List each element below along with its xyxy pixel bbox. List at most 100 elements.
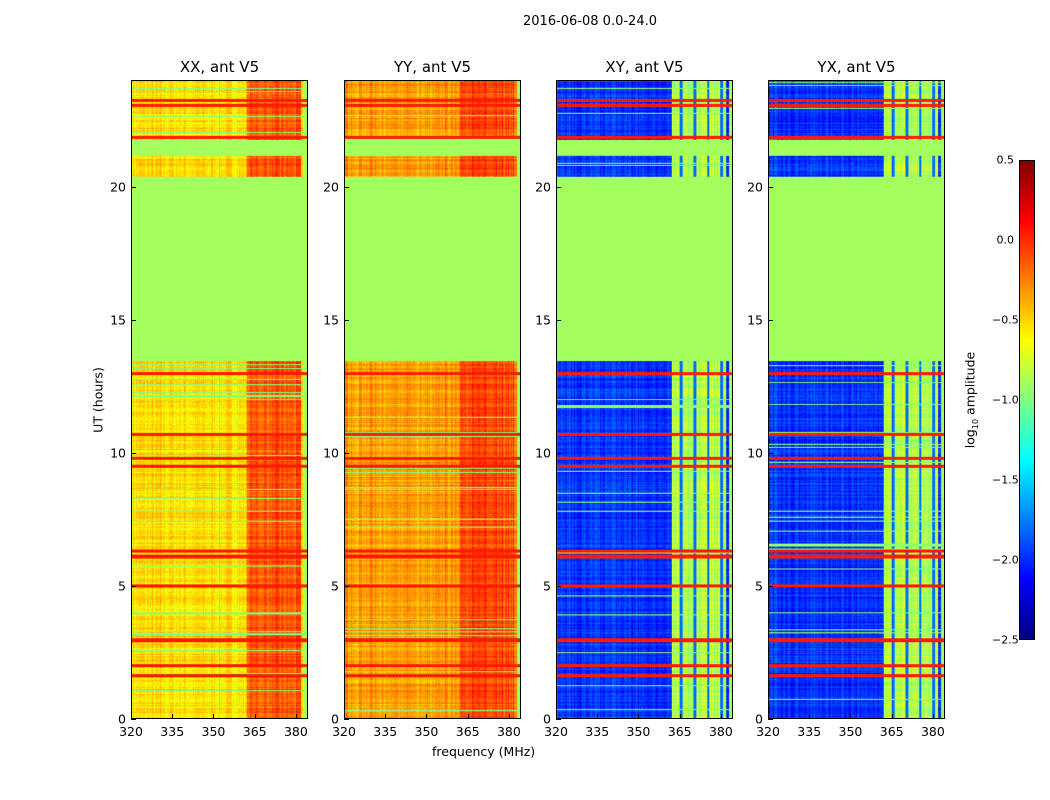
x-tick-mark: [891, 714, 893, 719]
x-tick-label: 350: [838, 724, 863, 739]
x-tick-label: 380: [920, 724, 945, 739]
x-tick-mark: [932, 714, 934, 719]
x-tick-label: 320: [756, 724, 780, 739]
colorbar-label-rest: amplitude: [962, 351, 978, 419]
y-tick-mark: [556, 452, 561, 454]
y-tick-mark: [768, 186, 773, 188]
y-tick-mark: [131, 452, 136, 454]
colorbar-tick-label: −2.5: [992, 633, 1019, 647]
x-tick-label: 365: [242, 724, 267, 739]
x-tick-mark: [679, 714, 681, 719]
y-tick-mark: [344, 186, 349, 188]
panel-title: XY, ant V5: [605, 58, 684, 76]
y-tick-mark: [768, 319, 773, 321]
x-tick-mark: [426, 714, 428, 719]
x-tick-label: 335: [373, 724, 398, 739]
heatmap-image: [557, 81, 732, 718]
x-tick-mark: [638, 714, 640, 719]
colorbar-label: log10 amplitude: [962, 352, 980, 448]
y-tick-mark: [344, 319, 349, 321]
x-tick-label: 380: [496, 724, 521, 739]
y-tick-mark: [344, 452, 349, 454]
colorbar-tick-label: −0.5: [992, 313, 1019, 327]
y-tick-mark: [131, 319, 136, 321]
y-tick-mark: [556, 319, 561, 321]
y-tick-label: 20: [323, 179, 339, 194]
y-tick-mark: [344, 585, 349, 587]
y-tick-label: 10: [110, 445, 126, 461]
x-tick-label: 335: [585, 724, 610, 739]
heatmap-image: [769, 81, 944, 718]
x-tick-mark: [213, 714, 215, 719]
x-tick-label: 350: [626, 724, 651, 739]
colorbar-tick-label: 0.0: [996, 233, 1015, 247]
colorbar: [1019, 160, 1035, 640]
heatmap-panel-1: [344, 80, 521, 719]
x-tick-mark: [131, 714, 132, 719]
y-tick-label: 0: [543, 711, 551, 727]
y-tick-mark: [556, 585, 561, 587]
x-axis-label: frequency (MHz): [432, 744, 536, 759]
colorbar-label-main: log: [962, 429, 978, 449]
x-tick-mark: [556, 714, 557, 719]
colorbar-tick-label: 0.5: [996, 153, 1015, 167]
x-tick-mark: [254, 714, 256, 719]
y-tick-mark: [768, 585, 773, 587]
panel-title: YX, ant V5: [817, 58, 896, 76]
x-tick-label: 320: [544, 724, 568, 739]
x-tick-label: 365: [455, 724, 480, 739]
y-tick-mark: [556, 186, 561, 188]
y-tick-label: 5: [118, 578, 126, 594]
y-tick-mark: [131, 719, 136, 720]
y-tick-mark: [131, 186, 136, 188]
y-tick-label: 20: [535, 179, 551, 194]
heatmap-image: [132, 81, 307, 718]
heatmap-panel-3: [768, 80, 945, 719]
x-tick-mark: [385, 714, 387, 719]
y-tick-label: 0: [118, 711, 126, 727]
y-tick-label: 0: [755, 711, 763, 727]
x-tick-mark: [467, 714, 469, 719]
y-tick-mark: [131, 585, 136, 587]
colorbar-tick-label: −1.0: [992, 393, 1019, 407]
x-tick-mark: [295, 714, 297, 719]
x-tick-mark: [508, 714, 510, 719]
y-tick-label: 20: [747, 179, 763, 194]
x-tick-mark: [720, 714, 722, 719]
colorbar-label-sub: 10: [970, 418, 980, 430]
colorbar-tick-label: −2.0: [992, 553, 1019, 567]
y-tick-label: 15: [323, 312, 339, 328]
x-tick-mark: [597, 714, 599, 719]
x-tick-label: 350: [414, 724, 439, 739]
y-tick-label: 15: [747, 312, 763, 328]
x-tick-label: 350: [201, 724, 226, 739]
y-tick-label: 0: [331, 711, 339, 727]
x-tick-mark: [850, 714, 852, 719]
y-tick-mark: [556, 719, 561, 720]
x-tick-label: 320: [119, 724, 143, 739]
figure-title: 2016-06-08 0.0-24.0: [523, 14, 657, 29]
panel-title: XX, ant V5: [179, 58, 260, 76]
y-tick-label: 5: [755, 578, 763, 594]
x-tick-label: 380: [708, 724, 733, 739]
x-tick-mark: [172, 714, 174, 719]
y-tick-label: 15: [535, 312, 551, 328]
y-tick-mark: [768, 719, 773, 720]
x-tick-label: 320: [332, 724, 356, 739]
y-tick-label: 10: [747, 445, 763, 461]
y-tick-label: 10: [323, 445, 339, 461]
x-tick-mark: [344, 714, 345, 719]
y-tick-mark: [344, 719, 349, 720]
y-tick-label: 5: [331, 578, 339, 594]
y-axis-label: UT (hours): [90, 367, 106, 433]
x-tick-mark: [768, 714, 769, 719]
x-tick-label: 335: [797, 724, 822, 739]
heatmap-panel-0: [131, 80, 308, 719]
y-tick-mark: [768, 452, 773, 454]
x-tick-mark: [809, 714, 811, 719]
x-tick-label: 365: [667, 724, 692, 739]
y-tick-label: 10: [535, 445, 551, 461]
panel-title: YY, ant V5: [393, 58, 471, 76]
y-tick-label: 15: [110, 312, 126, 328]
heatmap-image: [345, 81, 520, 718]
